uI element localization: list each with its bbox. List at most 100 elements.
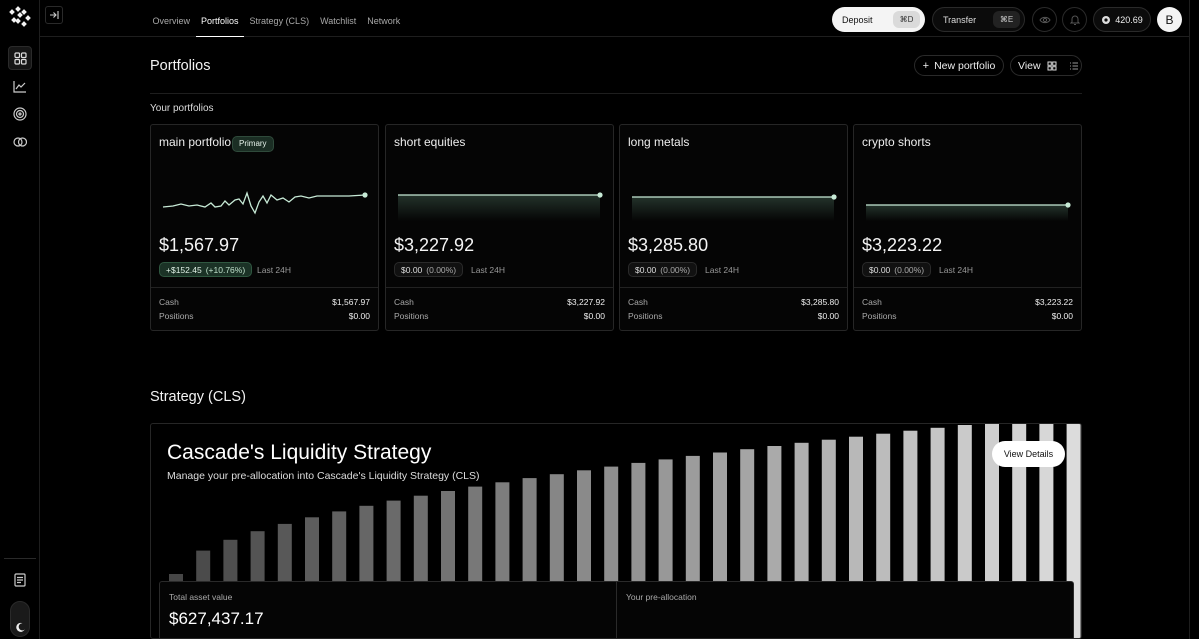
change-badge: $0.00 (0.00%) [394,262,464,277]
transfer-button[interactable]: Transfer ⌘E [932,7,1025,32]
card-divider [854,287,1081,288]
cash-value: $3,227.92 [567,297,605,307]
change-amount: $0.00 [635,264,657,275]
cash-value: $3,285.80 [801,297,839,307]
portfolio-card-crypto-shorts[interactable]: crypto shorts $3,223.22 $0.00 (0.00%) La… [853,124,1082,331]
change-badge: +$152.45 (+10.76%) [159,262,253,277]
portfolio-card-short-equities[interactable]: short equities $3,227.92 $0.00 (0.00%) L… [385,124,614,331]
grid-icon [13,51,27,65]
preallocation-label: Your pre-allocation [626,592,697,602]
document-list-icon [14,573,26,587]
portfolio-sparkline [632,194,837,221]
notifications-button[interactable] [1062,7,1087,32]
positions-label: Positions [862,311,897,321]
strategy-section-title: Strategy (CLS) [150,389,246,405]
portfolio-name: short equities [394,135,466,149]
new-portfolio-button[interactable]: + New portfolio [914,55,1004,76]
period-label: Last 24H [939,265,974,275]
gear-coin-icon [1102,15,1111,24]
sidebar-item-goals[interactable] [8,102,32,126]
period-label: Last 24H [705,265,740,275]
primary-badge: Primary [232,136,274,152]
card-divider [620,287,847,288]
transfer-shortcut: ⌘E [993,11,1020,28]
collapse-icon [50,11,59,19]
portfolio-value: $3,227.92 [394,235,475,255]
tab-watchlist[interactable]: Watchlist [320,16,357,26]
strategy-name: Cascade's Liquidity Strategy [167,441,432,464]
portfolio-sparkline [398,192,603,221]
top-bar: Overview Portfolios Strategy (CLS) Watch… [40,0,1189,37]
portfolio-card-main[interactable]: main portfolio Primary $1,567.97 +$152.4… [150,124,379,331]
sidebar-item-dashboard[interactable] [8,46,32,70]
change-percent: (0.00%) [660,264,691,275]
target-icon [13,107,27,121]
your-portfolios-label: Your portfolios [150,103,214,114]
list-view-icon[interactable] [1069,61,1079,71]
cash-label: Cash [628,297,648,307]
tab-overview[interactable]: Overview [152,16,191,26]
app-logo[interactable] [9,6,31,28]
cash-label: Cash [862,297,882,307]
new-portfolio-label: New portfolio [934,59,996,72]
total-asset-value: $627,437.17 [169,609,264,628]
sidebar-item-charts[interactable] [8,74,32,98]
theme-toggle[interactable] [10,601,30,637]
tab-portfolios[interactable]: Portfolios [195,0,245,37]
cash-label: Cash [394,297,414,307]
view-label: View [1018,59,1041,72]
card-divider [151,287,378,288]
portfolio-sparkline [866,202,1071,221]
positions-label: Positions [628,311,663,321]
positions-label: Positions [159,311,194,321]
strategy-subtitle: Manage your pre-allocation into Cascade'… [167,470,480,482]
tab-network[interactable]: Network [367,16,401,26]
total-asset-column: Total asset value $627,437.17 [160,582,617,638]
period-label: Last 24H [257,265,292,275]
change-amount: +$152.45 [166,264,202,275]
sidebar-item-docs[interactable] [8,568,32,592]
header-divider [150,93,1082,94]
tab-strategy[interactable]: Strategy (CLS) [249,16,310,26]
eye-icon [1038,16,1051,23]
avatar[interactable]: B [1157,7,1182,32]
deposit-shortcut: ⌘D [893,11,920,28]
hide-balance-button[interactable] [1032,7,1057,32]
portfolio-value: $3,285.80 [628,235,709,255]
cash-label: Cash [159,297,179,307]
grid-view-icon[interactable] [1047,61,1057,71]
portfolio-sparkline [162,190,368,215]
page-title: Portfolios [150,58,211,74]
cash-value: $3,223.22 [1035,297,1073,307]
positions-label: Positions [394,311,429,321]
sidebar-item-coins[interactable] [8,130,32,154]
strategy-card: Cascade's Liquidity Strategy Manage your… [150,423,1082,639]
total-asset-label: Total asset value [169,592,233,602]
change-amount: $0.00 [869,264,891,275]
portfolio-value: $3,223.22 [862,235,943,255]
portfolio-name: main portfolio [159,135,232,149]
positions-value: $0.00 [1051,311,1073,321]
preallocation-column: Your pre-allocation [617,582,1074,638]
deposit-button[interactable]: Deposit ⌘D [832,7,925,32]
points-balance[interactable]: 420.69 [1093,7,1151,32]
sidebar [0,0,40,639]
sidebar-divider [4,558,36,559]
card-divider [386,287,613,288]
portfolio-name: long metals [628,135,690,149]
change-amount: $0.00 [401,264,423,275]
change-badge: $0.00 (0.00%) [628,262,698,277]
right-edge-panel [1189,0,1199,639]
view-details-button[interactable]: View Details [992,441,1065,467]
change-percent: (+10.76%) [205,264,246,275]
collapse-sidebar-button[interactable] [45,6,63,24]
change-percent: (0.00%) [894,264,925,275]
deposit-label: Deposit [842,14,873,25]
positions-value: $0.00 [817,311,839,321]
bell-icon [1069,15,1080,25]
moon-icon [15,622,25,632]
main-nav: Overview Portfolios Strategy (CLS) Watch… [147,0,406,37]
period-label: Last 24H [471,265,506,275]
portfolio-card-long-metals[interactable]: long metals $3,285.80 $0.00 (0.00%) Last… [619,124,848,331]
positions-value: $0.00 [583,311,605,321]
